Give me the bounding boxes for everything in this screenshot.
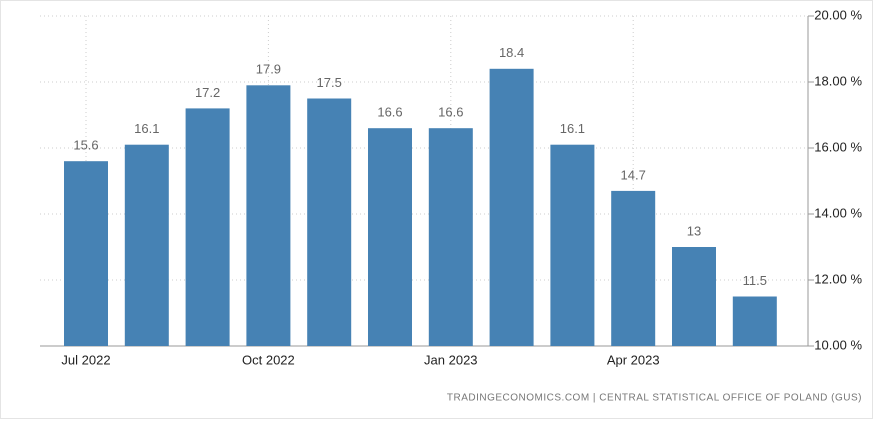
value-label: 11.5: [743, 273, 767, 288]
value-label: 16.6: [377, 105, 402, 120]
y-tick-label: 20.00 %: [814, 7, 862, 22]
y-tick-label: 14.00 %: [814, 205, 862, 220]
bar: [672, 247, 716, 346]
y-tick-label: 16.00 %: [814, 139, 862, 154]
value-label: 14.7: [621, 167, 646, 182]
value-label: 18.4: [499, 45, 524, 60]
value-label: 17.2: [195, 85, 220, 100]
bar: [428, 128, 473, 346]
bar: [489, 68, 534, 347]
value-label: 16.6: [438, 105, 463, 120]
x-tick-label: Oct 2022: [242, 352, 295, 367]
bar: [185, 108, 230, 347]
source: TRADINGECONOMICS.COM | CENTRAL STATISTIC…: [447, 393, 862, 404]
bar: [732, 296, 777, 346]
bar: [611, 190, 656, 346]
bar: [550, 144, 595, 346]
x-tick-label: Apr 2023: [607, 352, 660, 367]
bar: [124, 144, 169, 346]
value-label: 17.5: [317, 75, 342, 90]
bar: [64, 161, 108, 346]
y-tick-label: 12.00 %: [814, 271, 862, 286]
value-label: 16.1: [560, 121, 585, 136]
value-label: 15.6: [73, 138, 98, 153]
y-tick-label: 10.00 %: [814, 337, 862, 352]
x-tick-label: Jul 2022: [61, 352, 110, 367]
value-label: 16.1: [134, 121, 159, 136]
y-tick-label: 18.00 %: [814, 73, 862, 88]
value-label: 13: [687, 223, 701, 238]
x-tick-label: Jan 2023: [424, 352, 478, 367]
bar: [307, 98, 352, 346]
bar: [246, 85, 291, 347]
value-label: 17.9: [256, 62, 281, 77]
bar: [368, 128, 412, 346]
